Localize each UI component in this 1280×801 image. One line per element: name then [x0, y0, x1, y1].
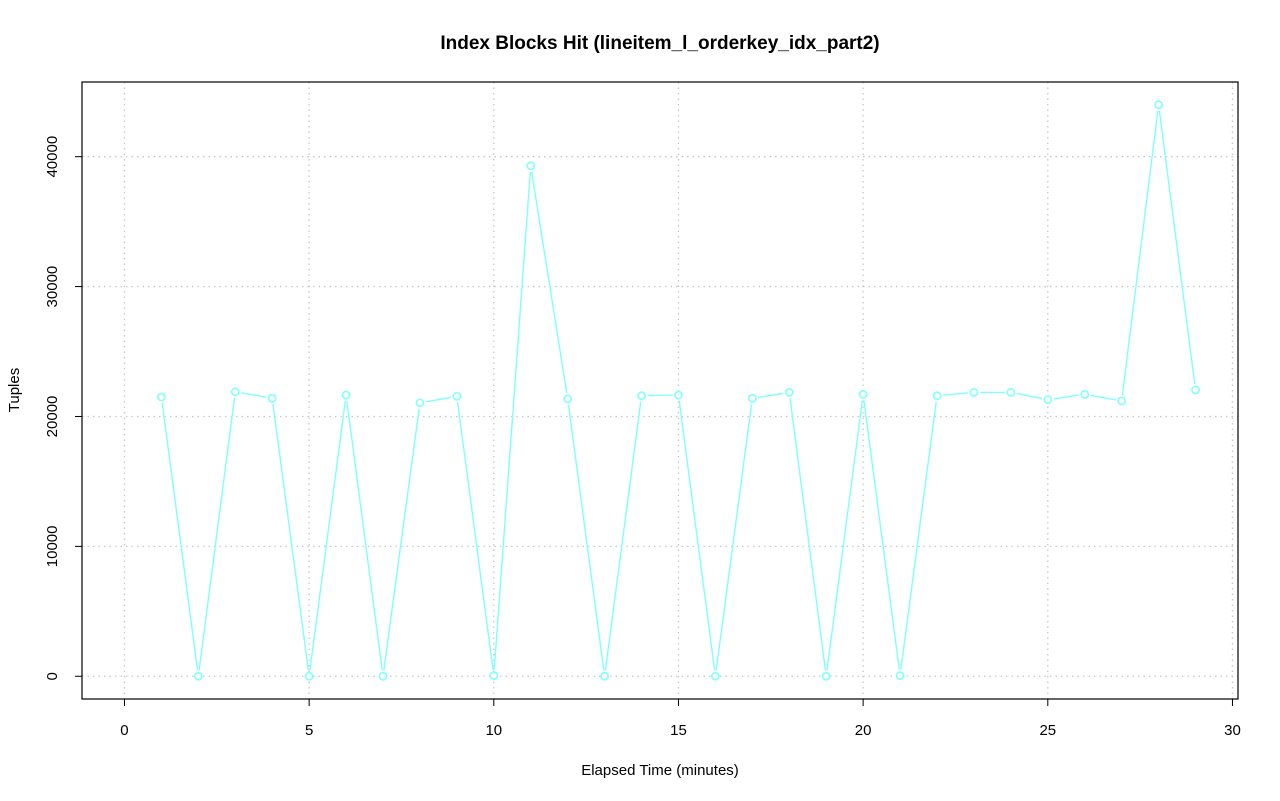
- data-point: [526, 161, 536, 171]
- data-point: [600, 671, 610, 681]
- series-segment: [1158, 110, 1196, 384]
- series-segment: [241, 392, 267, 398]
- series-segment: [1016, 392, 1043, 400]
- data-point: [452, 391, 462, 401]
- x-tick-label: 25: [1039, 722, 1056, 739]
- x-axis-label: Elapsed Time (minutes): [581, 762, 739, 779]
- series-segment: [346, 400, 383, 671]
- data-point: [637, 391, 646, 401]
- data-point: [1154, 100, 1163, 110]
- data-point: [193, 671, 203, 681]
- data-point: [304, 671, 314, 681]
- data-point: [821, 671, 831, 681]
- x-tick-label: 30: [1224, 722, 1241, 739]
- y-tick-label: 30000: [44, 266, 61, 308]
- series-segment: [1053, 394, 1079, 400]
- y-axis-label: Tuples: [6, 368, 23, 412]
- series-segment: [715, 404, 753, 671]
- data-point: [895, 671, 905, 681]
- series-segment: [198, 397, 236, 671]
- data-point: [1080, 389, 1090, 399]
- series-segment: [493, 171, 531, 670]
- x-tick-label: 0: [120, 722, 128, 739]
- series-segment: [826, 400, 864, 671]
- data-point: [378, 671, 388, 681]
- series-segment: [789, 398, 827, 671]
- series-segment: [456, 402, 494, 670]
- x-tick-label: 5: [305, 722, 313, 739]
- series-segment: [1121, 110, 1159, 396]
- data-point: [784, 388, 794, 397]
- data-point: [1006, 388, 1016, 397]
- x-tick-label: 20: [855, 722, 872, 739]
- series-segment: [567, 404, 605, 671]
- y-tick-label: 40000: [44, 136, 61, 178]
- data-point: [858, 389, 868, 399]
- x-axis: 0 5 10 15 20 25 30: [120, 699, 1241, 739]
- series-segment: [604, 401, 642, 671]
- data-point: [489, 671, 499, 681]
- series-segment: [383, 408, 420, 671]
- grid: [82, 82, 1238, 699]
- series-segment: [530, 171, 568, 394]
- x-tick-label: 15: [670, 722, 687, 739]
- series-segment: [942, 392, 969, 396]
- series-segment: [272, 404, 310, 671]
- data-point: [230, 387, 240, 397]
- y-tick-label: 0: [44, 672, 61, 680]
- data-point: [1117, 396, 1127, 406]
- data-point: [969, 388, 979, 397]
- data-point: [1043, 395, 1053, 404]
- data-point: [710, 671, 720, 681]
- data-point: [157, 392, 166, 402]
- chart-title: Index Blocks Hit (lineitem_l_orderkey_id…: [440, 33, 879, 54]
- data-point: [415, 398, 425, 408]
- y-axis: 0 10000 20000 30000 40000: [44, 136, 82, 680]
- x-tick-label: 10: [485, 722, 502, 739]
- series-segment: [425, 396, 452, 403]
- series-segment: [863, 400, 900, 670]
- y-tick-label: 20000: [44, 396, 61, 438]
- data-point: [932, 391, 942, 401]
- data-point: [267, 393, 277, 403]
- series-segment: [309, 400, 346, 671]
- data-point: [563, 394, 573, 404]
- series-segment: [161, 402, 199, 671]
- series-segment: [1090, 394, 1116, 401]
- y-tick-label: 10000: [44, 526, 61, 568]
- data-point: [341, 390, 351, 400]
- data-point: [747, 393, 757, 403]
- data-point: [1191, 385, 1200, 395]
- data-point: [674, 390, 683, 400]
- series-segment: [678, 400, 716, 671]
- series-group: [157, 100, 1200, 681]
- series-segment: [758, 392, 784, 399]
- plot-frame: [81, 81, 1239, 700]
- series-segment: [900, 401, 937, 670]
